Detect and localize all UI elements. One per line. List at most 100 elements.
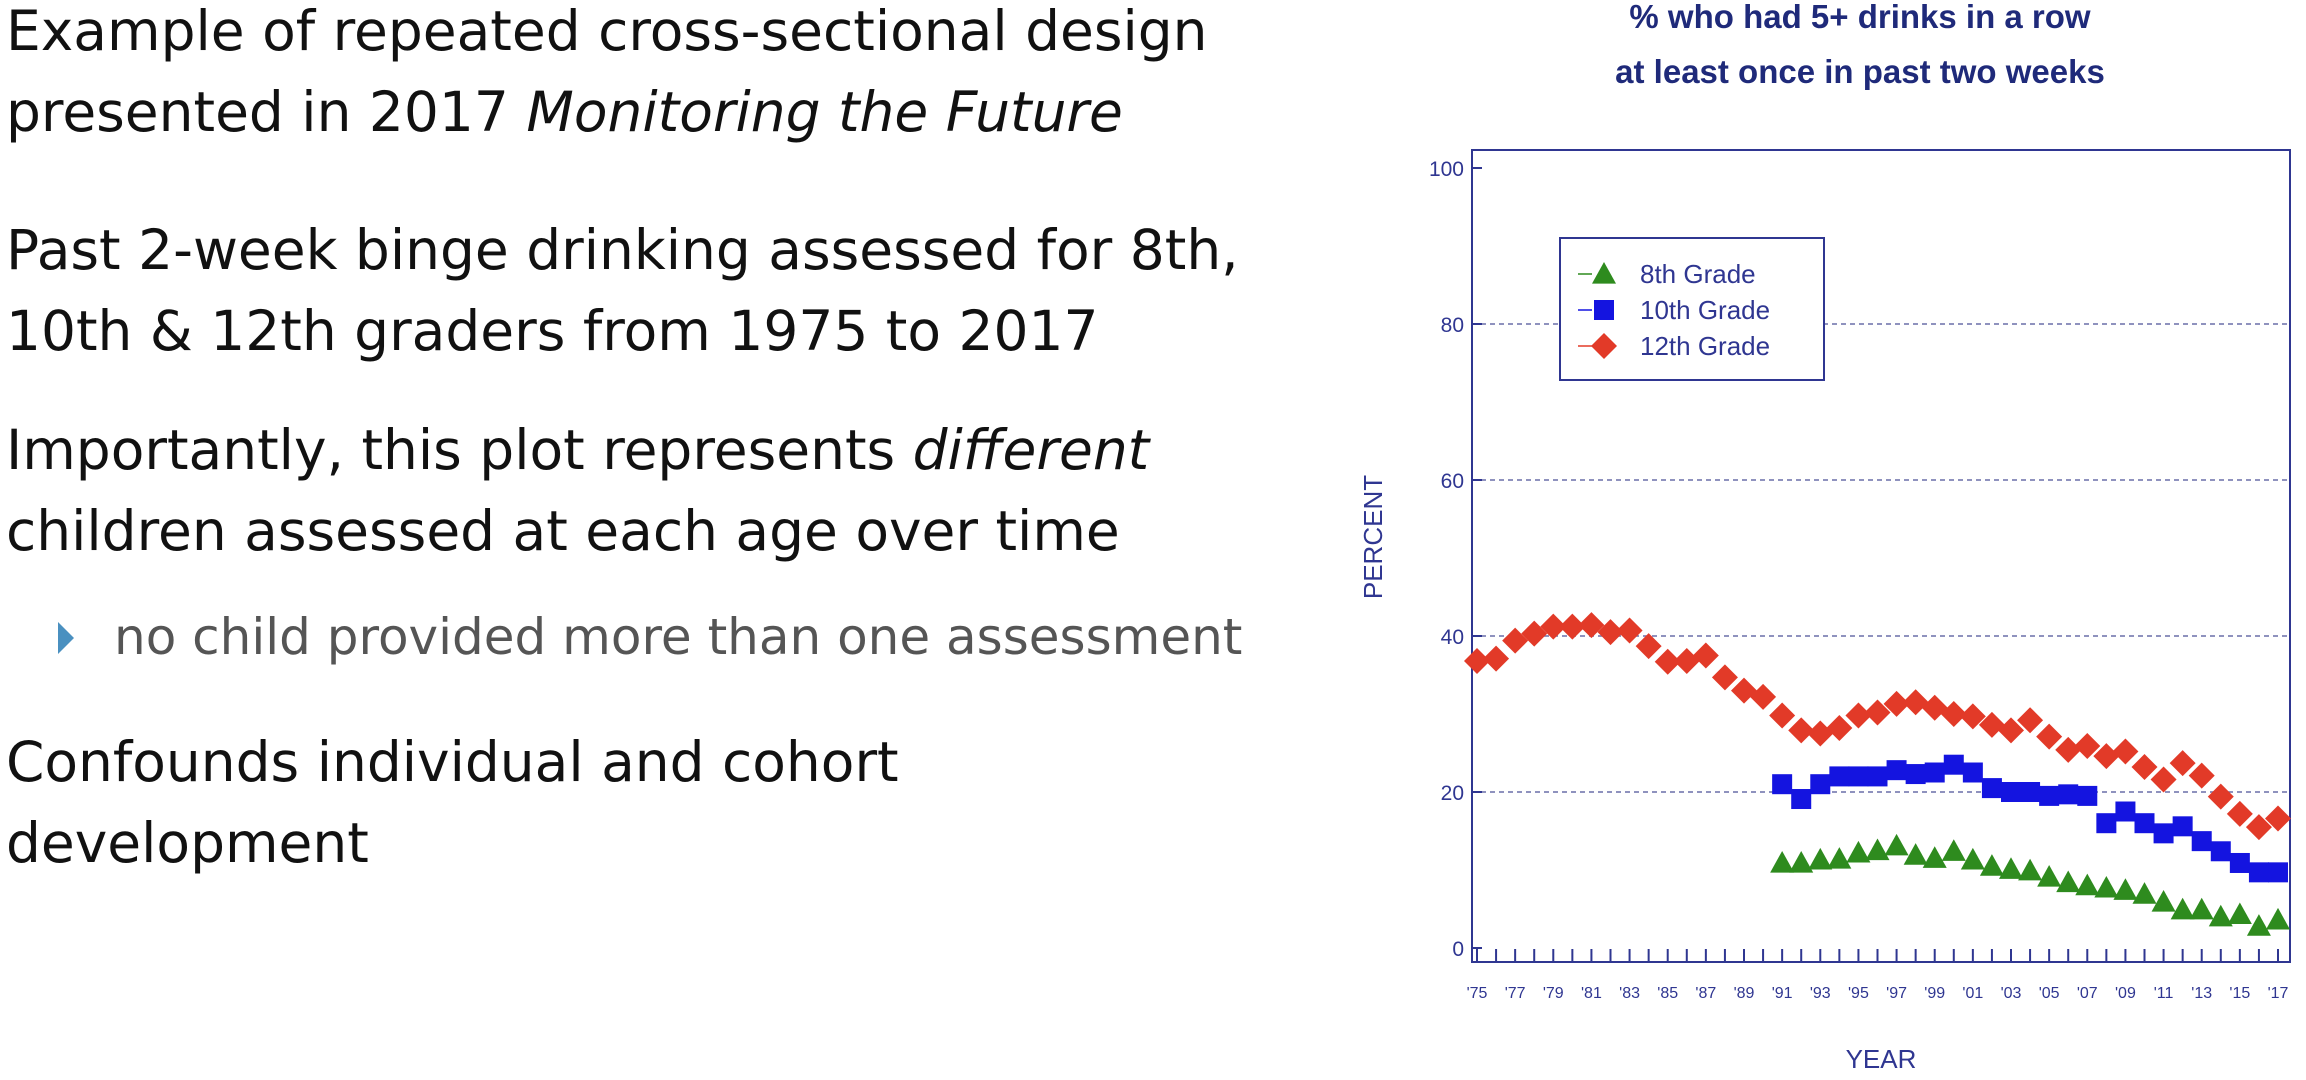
legend-marker-12th-grade [1591,333,1617,359]
x-tick-label: '99 [1924,985,1945,1002]
sub-bullet-text: no child provided more than one assessme… [114,608,1243,666]
data-point-12th-grade [1597,619,1624,646]
data-point-12th-grade [2036,723,2063,750]
data-point-8th-grade [2227,902,2252,925]
data-point-8th-grade [1789,850,1814,873]
legend-label-12th-grade: 12th Grade [1640,331,1770,361]
data-point-8th-grade [2018,858,2043,881]
paragraph-text: Importantly, this plot represents [6,418,913,482]
binge-drinking-chart: % who had 5+ drinks in a row at least on… [1358,0,2291,1074]
data-point-10th-grade [1981,778,2002,799]
paragraph-line: Confounds individual and cohort [6,730,899,794]
data-point-10th-grade [2001,782,2021,802]
paragraph-line: development [6,811,369,875]
paragraph-confounds: Confounds individual and cohort developm… [6,722,899,884]
data-point-10th-grade [2096,813,2117,834]
data-point-10th-grade [1943,754,1964,775]
x-tick-label: '85 [1657,985,1678,1002]
data-point-12th-grade [1750,683,1777,710]
data-point-12th-grade [1959,703,1986,730]
data-point-12th-grade [1788,717,1815,744]
legend-marker-10th-grade [1594,300,1614,320]
data-point-12th-grade [2112,738,2139,765]
data-point-10th-grade [2153,823,2174,844]
data-point-12th-grade [1978,711,2005,738]
x-tick-label: '81 [1581,985,1602,1002]
data-point-12th-grade [2169,750,2196,777]
y-tick-label: 20 [1441,782,1464,805]
y-tick-label: 60 [1441,470,1464,493]
chart-title-line2: at least once in past two weeks [1615,53,2105,90]
emphasis-word: different [912,418,1150,482]
data-point-10th-grade [1810,774,1831,795]
data-point-12th-grade [1864,699,1891,726]
data-point-8th-grade [2151,889,2176,912]
data-point-10th-grade [1962,762,1983,783]
triangle-bullet-icon [58,622,74,654]
data-point-10th-grade [2058,784,2079,805]
data-point-8th-grade [2189,897,2214,920]
data-point-12th-grade [1845,702,1872,729]
y-tick-label: 80 [1441,314,1464,337]
data-point-12th-grade [1616,617,1643,644]
x-tick-label: '79 [1543,985,1564,1002]
paragraph-line: Example of repeated cross-sectional desi… [6,0,1208,63]
data-point-12th-grade [2265,805,2291,832]
x-tick-label: '95 [1848,985,1869,1002]
data-point-12th-grade [1673,647,1700,674]
data-point-8th-grade [1979,854,2004,876]
data-point-12th-grade [2074,732,2101,759]
publication-name: Monitoring the Future [526,80,1123,144]
data-point-12th-grade [1940,701,1967,727]
data-point-8th-grade [2056,870,2081,893]
data-point-10th-grade [1791,789,1812,810]
data-point-12th-grade [2093,743,2120,770]
y-tick-label: 40 [1441,626,1464,649]
data-point-10th-grade [2077,785,2098,806]
data-point-8th-grade [1922,846,1947,868]
paragraph-line: 10th & 12th graders from 1975 to 2017 [6,299,1099,363]
data-point-12th-grade [1998,717,2024,744]
paragraph-design-example: Example of repeated cross-sectional desi… [6,0,1208,153]
data-point-10th-grade [2134,813,2155,834]
data-point-12th-grade [2226,800,2253,827]
paragraph-line: children assessed at each age over time [6,499,1120,563]
data-point-12th-grade [1635,633,1662,660]
x-tick-label: '13 [2191,985,2212,1002]
data-point-8th-grade [2075,873,2100,896]
x-tick-label: '17 [2268,985,2289,1002]
data-point-8th-grade [1865,838,1890,861]
data-point-12th-grade [2017,707,2044,734]
x-tick-label: '87 [1695,985,1716,1002]
data-point-8th-grade [1770,850,1795,873]
data-point-12th-grade [2131,754,2158,781]
data-point-12th-grade [1578,612,1605,639]
series-12th-grade [1464,612,2291,841]
x-tick-label: '09 [2115,985,2136,1002]
data-point-10th-grade [1924,762,1945,783]
data-point-12th-grade [1807,720,1834,747]
paragraph-line: Past 2-week binge drinking assessed for … [6,218,1239,282]
data-point-10th-grade [2268,862,2288,883]
data-point-12th-grade [1692,642,1719,669]
x-axis-label: YEAR [1846,1044,1917,1074]
data-point-12th-grade [1559,613,1586,640]
x-tick-label: '97 [1886,985,1907,1002]
x-tick-label: '07 [2077,985,2098,1002]
data-point-12th-grade [1921,694,1948,721]
legend: 8th Grade 10th Grade 12th Grade [1559,237,1825,381]
data-point-12th-grade [1464,647,1490,674]
data-point-10th-grade [2039,785,2060,806]
data-point-12th-grade [2207,783,2234,810]
data-point-8th-grade [1941,839,1966,861]
x-tick-label: '89 [1734,985,1755,1002]
data-point-8th-grade [1808,847,1833,870]
x-tick-label: '83 [1619,985,1640,1002]
paragraph-text: presented in 2017 [6,80,527,144]
legend-marker-8th-grade [1592,262,1616,284]
data-point-8th-grade [2170,897,2195,920]
data-point-12th-grade [1483,645,1510,672]
legend-label-8th-grade: 8th Grade [1640,259,1756,289]
data-point-8th-grade [2246,914,2271,936]
data-marks [1464,612,2291,936]
